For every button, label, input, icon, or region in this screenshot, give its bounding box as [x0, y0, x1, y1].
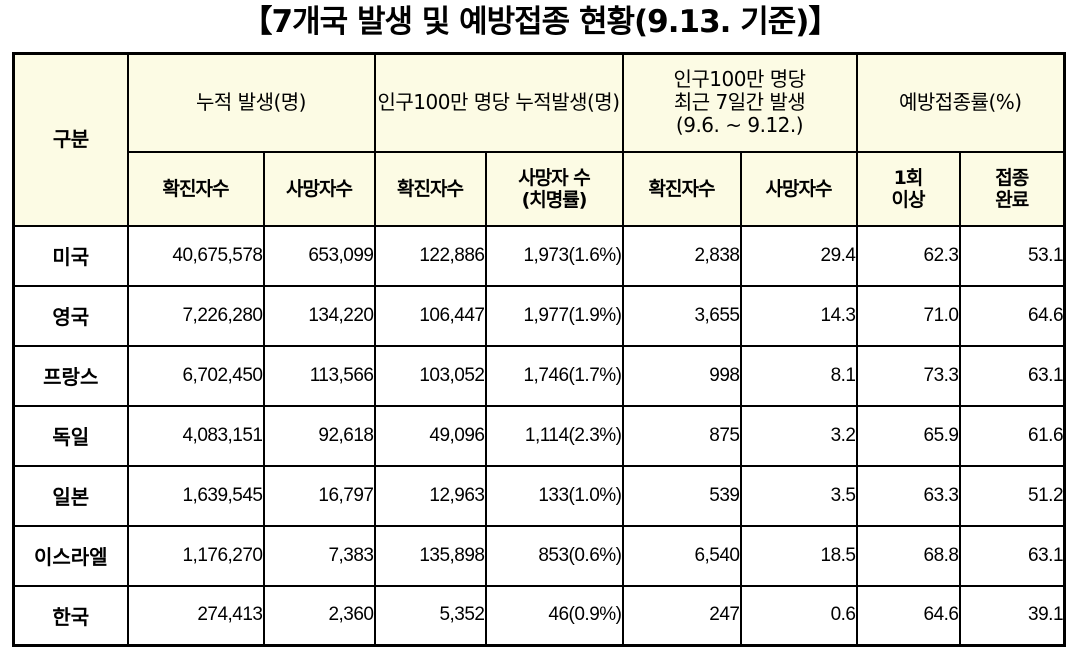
value-cell: 64.6: [958, 284, 1066, 347]
value-cell: 8.1: [739, 344, 858, 407]
subheader-deaths: 사망자수: [739, 150, 858, 227]
value-cell: 106,447: [373, 284, 487, 347]
subheader-deaths-fatality: 사망자 수 (치명률): [484, 150, 624, 227]
value-cell: 29.4: [739, 224, 858, 287]
subheader-one-dose-text: 1회 이상: [891, 166, 926, 211]
subheader-confirmed: 확진자수: [373, 150, 487, 227]
table-row: 독일 4,083,151 92,618 49,096 1,114(2.3%) 875 3.2…: [12, 404, 1066, 467]
header-per-million-cumulative: 인구100만 명당 누적발생(명): [373, 52, 624, 153]
subheader-deaths-fatality-text: 사망자 수 (치명률): [518, 166, 591, 211]
value-cell: 1,977(1.9%): [484, 284, 624, 347]
value-cell: 39.1: [958, 584, 1066, 647]
value-cell: 133(1.0%): [484, 464, 624, 527]
header-per-million-cumulative-text: 인구100만 명당 누적발생(명): [377, 90, 621, 115]
value-cell: 2,360: [262, 584, 376, 647]
table-row: 영국 7,226,280 134,220 106,447 1,977(1.9%) 3,65…: [12, 284, 1066, 347]
value-cell: 14.3: [739, 284, 858, 347]
subheader-fully-vaccinated-text: 접종 완료: [995, 166, 1029, 211]
value-cell: 134,220: [262, 284, 376, 347]
page-title: 【7개국 발생 및 예방접종 현황(9.13. 기준)】: [241, 4, 840, 40]
value-cell: 1,176,270: [126, 524, 265, 587]
value-cell: 6,540: [621, 524, 742, 587]
value-cell: 92,618: [262, 404, 376, 467]
table-row: 이스라엘 1,176,270 7,383 135,898 853(0.6%) 6,540 1…: [12, 524, 1066, 587]
value-cell: 5,352: [373, 584, 487, 647]
subheader-confirmed: 확진자수: [621, 150, 742, 227]
country-cell: 미국: [12, 224, 129, 287]
value-cell: 4,083,151: [126, 404, 265, 467]
value-cell: 68.8: [855, 524, 961, 587]
value-cell: 12,963: [373, 464, 487, 527]
subheader-deaths: 사망자수: [262, 150, 376, 227]
value-cell: 2,838: [621, 224, 742, 287]
value-cell: 1,746(1.7%): [484, 344, 624, 407]
value-cell: 46(0.9%): [484, 584, 624, 647]
subheader-confirmed: 확진자수: [126, 150, 265, 227]
table-row: 한국 274,413 2,360 5,352 46(0.9%) 247 0.6 64.6 39.…: [12, 584, 1066, 647]
value-cell: 53.1: [958, 224, 1066, 287]
value-cell: 998: [621, 344, 742, 407]
value-cell: 103,052: [373, 344, 487, 407]
value-cell: 653,099: [262, 224, 376, 287]
value-cell: 73.3: [855, 344, 961, 407]
value-cell: 63.1: [958, 524, 1066, 587]
table-row: 프랑스 6,702,450 113,566 103,052 1,746(1.7%) 998…: [12, 344, 1066, 407]
table-row: 미국 40,675,578 653,099 122,886 1,973(1.6%) 2,8…: [12, 224, 1066, 287]
value-cell: 65.9: [855, 404, 961, 467]
country-cell: 영국: [12, 284, 129, 347]
subheader-one-dose: 1회 이상: [855, 150, 961, 227]
value-cell: 16,797: [262, 464, 376, 527]
value-cell: 875: [621, 404, 742, 467]
value-cell: 7,383: [262, 524, 376, 587]
value-cell: 61.6: [958, 404, 1066, 467]
value-cell: 3.2: [739, 404, 858, 467]
value-cell: 853(0.6%): [484, 524, 624, 587]
value-cell: 71.0: [855, 284, 961, 347]
header-per-million-recent: 인구100만 명당 최근 7일간 발생 (9.6. ~ 9.12.): [621, 52, 858, 153]
value-cell: 6,702,450: [126, 344, 265, 407]
value-cell: 51.2: [958, 464, 1066, 527]
country-cell: 이스라엘: [12, 524, 129, 587]
header-per-million-recent-text: 인구100만 명당 최근 7일간 발생 (9.6. ~ 9.12.): [673, 67, 806, 138]
value-cell: 3.5: [739, 464, 858, 527]
value-cell: 113,566: [262, 344, 376, 407]
value-cell: 63.3: [855, 464, 961, 527]
value-cell: 539: [621, 464, 742, 527]
value-cell: 63.1: [958, 344, 1066, 407]
value-cell: 7,226,280: [126, 284, 265, 347]
header-category: 구분: [12, 52, 129, 227]
value-cell: 122,886: [373, 224, 487, 287]
value-cell: 274,413: [126, 584, 265, 647]
value-cell: 62.3: [855, 224, 961, 287]
value-cell: 40,675,578: [126, 224, 265, 287]
value-cell: 1,973(1.6%): [484, 224, 624, 287]
country-cell: 한국: [12, 584, 129, 647]
country-cell: 독일: [12, 404, 129, 467]
value-cell: 49,096: [373, 404, 487, 467]
country-cell: 일본: [12, 464, 129, 527]
country-cell: 프랑스: [12, 344, 129, 407]
value-cell: 135,898: [373, 524, 487, 587]
value-cell: 247: [621, 584, 742, 647]
table-row: 일본 1,639,545 16,797 12,963 133(1.0%) 539 3.5 63…: [12, 464, 1066, 527]
subheader-fully-vaccinated: 접종 완료: [958, 150, 1066, 227]
header-vaccination-rate: 예방접종률(%): [855, 52, 1066, 153]
header-cumulative: 누적 발생(명): [126, 52, 376, 153]
value-cell: 18.5: [739, 524, 858, 587]
value-cell: 1,639,545: [126, 464, 265, 527]
value-cell: 1,114(2.3%): [484, 404, 624, 467]
value-cell: 3,655: [621, 284, 742, 347]
covid-status-table: 구분 누적 발생(명) 인구100만 명당 누적발생(명) 인구100만 명당 …: [12, 52, 1067, 647]
value-cell: 64.6: [855, 584, 961, 647]
value-cell: 0.6: [739, 584, 858, 647]
